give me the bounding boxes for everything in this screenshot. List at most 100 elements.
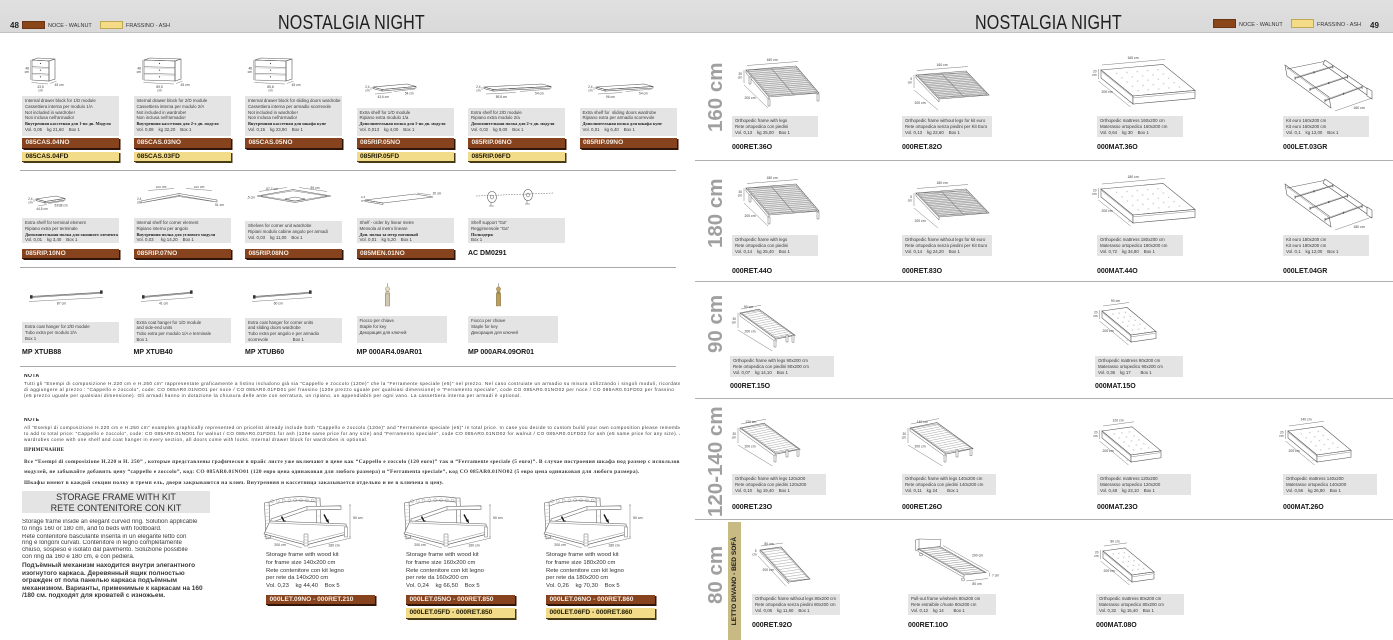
svg-text:cm: cm: [476, 89, 481, 93]
svg-text:5: 5: [910, 195, 912, 199]
svg-text:89,5: 89,5: [156, 85, 163, 89]
svg-text:180 cm: 180 cm: [608, 544, 620, 548]
svg-text:200 cm: 200 cm: [914, 219, 925, 223]
svg-text:180 cm: 180 cm: [936, 181, 947, 185]
svg-text:7 cm: 7 cm: [992, 574, 999, 578]
svg-text:200 cm: 200 cm: [744, 214, 755, 218]
svg-text:20: 20: [1093, 189, 1097, 193]
svg-text:160 cm: 160 cm: [468, 544, 480, 548]
svg-text:160 cm: 160 cm: [766, 58, 777, 62]
svg-text:96 cm: 96 cm: [606, 95, 615, 99]
svg-text:160 cm: 160 cm: [1127, 56, 1138, 60]
svg-text:160 cm: 160 cm: [1353, 106, 1365, 110]
svg-text:20: 20: [1094, 311, 1098, 315]
svg-text:80 cm: 80 cm: [1110, 539, 1119, 543]
svg-text:200 cm: 200 cm: [744, 445, 755, 449]
svg-text:80 cm: 80 cm: [972, 582, 981, 586]
svg-text:200 cm: 200 cm: [914, 101, 925, 105]
svg-text:200 cm: 200 cm: [274, 543, 286, 547]
svg-text:100 cm: 100 cm: [193, 186, 204, 189]
svg-text:87 cm: 87 cm: [57, 302, 66, 306]
svg-text:45 cm: 45 cm: [180, 83, 189, 87]
svg-text:30: 30: [738, 190, 742, 194]
svg-text:48: 48: [25, 67, 29, 71]
svg-text:200 cm: 200 cm: [1101, 209, 1112, 213]
svg-text:140 cm: 140 cm: [917, 420, 928, 424]
svg-text:30: 30: [732, 432, 736, 436]
svg-text:cm: cm: [1094, 554, 1099, 558]
svg-text:2,4: 2,4: [28, 197, 33, 201]
svg-text:45 cm: 45 cm: [55, 83, 64, 87]
svg-text:51 cm: 51 cm: [215, 203, 224, 207]
svg-text:2,4: 2,4: [365, 85, 370, 89]
svg-text:cm: cm: [248, 70, 253, 74]
svg-text:20: 20: [1094, 431, 1098, 435]
svg-text:43,6 cm: 43,6 cm: [377, 95, 389, 99]
svg-text:50 cm: 50 cm: [353, 516, 363, 520]
svg-text:120 cm: 120 cm: [1112, 418, 1123, 422]
svg-text:200 cm: 200 cm: [1288, 449, 1299, 453]
svg-text:cm: cm: [902, 436, 907, 440]
svg-text:200 cm: 200 cm: [1102, 329, 1113, 333]
svg-text:200 cm: 200 cm: [1102, 449, 1113, 453]
svg-text:200 cm: 200 cm: [1101, 90, 1112, 94]
svg-text:53/38 cm: 53/38 cm: [54, 204, 67, 208]
svg-text:200 cm: 200 cm: [744, 96, 755, 100]
svg-text:cm: cm: [738, 194, 743, 198]
svg-text:50 cm: 50 cm: [493, 516, 503, 520]
svg-text:140 cm: 140 cm: [1300, 418, 1311, 422]
svg-text:cm: cm: [908, 81, 913, 85]
svg-text:87,7 cm: 87,7 cm: [266, 187, 278, 191]
svg-text:200 cm: 200 cm: [554, 543, 566, 547]
svg-text:54 cm: 54 cm: [535, 92, 544, 96]
svg-text:89 cm: 89 cm: [311, 186, 320, 190]
svg-text:2,4: 2,4: [588, 85, 593, 89]
svg-text:54 cm: 54 cm: [639, 92, 648, 96]
svg-text:cm: cm: [1093, 434, 1098, 438]
svg-text:30: 30: [732, 317, 736, 321]
svg-text:45 cm: 45 cm: [292, 83, 301, 87]
svg-text:180 cm: 180 cm: [1353, 225, 1365, 229]
svg-text:48: 48: [248, 67, 252, 71]
svg-text:cm: cm: [38, 89, 43, 93]
svg-text:20: 20: [1095, 551, 1099, 555]
svg-text:30: 30: [738, 72, 742, 76]
svg-text:2,4: 2,4: [137, 197, 142, 201]
svg-text:cm: cm: [1092, 73, 1097, 77]
svg-text:48: 48: [137, 67, 141, 71]
svg-text:5: 5: [755, 549, 757, 553]
svg-text:50 cm: 50 cm: [633, 516, 643, 520]
svg-text:200 cm: 200 cm: [1103, 569, 1114, 573]
svg-text:60 cm: 60 cm: [274, 302, 283, 306]
svg-text:20: 20: [1280, 431, 1284, 435]
svg-text:cm: cm: [588, 89, 593, 93]
svg-text:cm: cm: [137, 201, 142, 205]
svg-text:cm: cm: [1279, 434, 1284, 438]
svg-text:90 cm: 90 cm: [744, 305, 753, 309]
svg-text:200 cm: 200 cm: [414, 543, 426, 547]
svg-text:41 cm: 41 cm: [158, 302, 167, 306]
svg-text:2,4: 2,4: [476, 85, 481, 89]
svg-text:80 cm: 80 cm: [764, 542, 773, 546]
svg-text:20 cm: 20 cm: [432, 192, 441, 196]
svg-text:160 cm: 160 cm: [328, 544, 340, 548]
svg-text:200 cm: 200 cm: [744, 330, 755, 334]
svg-text:89,8 cm: 89,8 cm: [496, 95, 508, 99]
svg-text:54 cm: 54 cm: [404, 92, 413, 96]
svg-text:cm: cm: [365, 89, 370, 93]
svg-text:cm: cm: [25, 70, 30, 74]
svg-text:cm: cm: [908, 199, 913, 203]
svg-text:5: 5: [910, 77, 912, 81]
svg-text:cm: cm: [1092, 192, 1097, 196]
svg-text:cm: cm: [1093, 314, 1098, 318]
svg-text:cm: cm: [136, 70, 141, 74]
svg-text:44,5 cm: 44,5 cm: [36, 207, 48, 211]
svg-text:180 cm: 180 cm: [1127, 175, 1138, 179]
svg-text:cm: cm: [28, 201, 33, 205]
svg-text:100 cm: 100 cm: [155, 186, 166, 189]
svg-text:2,4: 2,4: [361, 195, 366, 199]
svg-text:cm: cm: [752, 553, 757, 557]
svg-text:43,5: 43,5: [37, 85, 44, 89]
svg-text:180 cm: 180 cm: [766, 176, 777, 180]
svg-text:200 cm: 200 cm: [762, 568, 773, 572]
